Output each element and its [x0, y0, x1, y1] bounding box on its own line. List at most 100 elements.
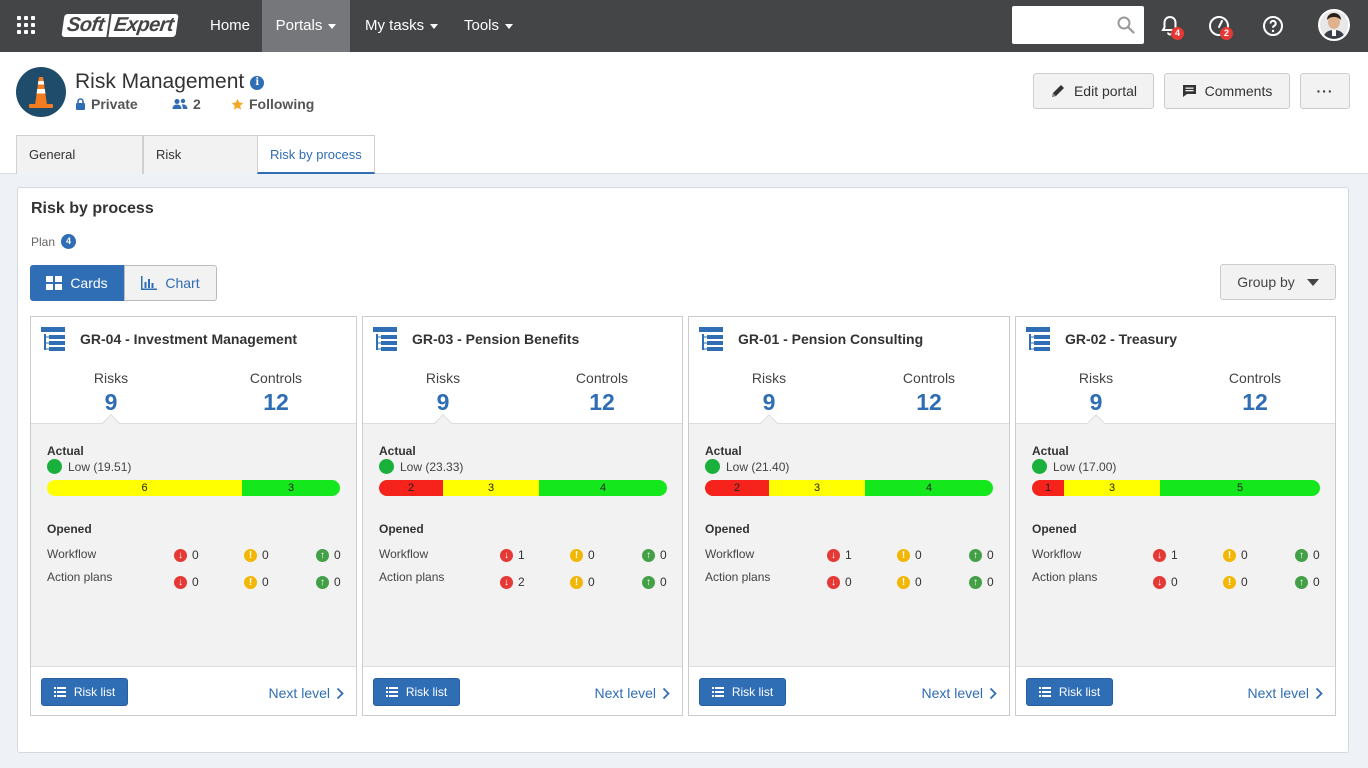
risk-list-button[interactable]: Risk list	[1026, 678, 1113, 706]
risks-count[interactable]: 9	[436, 389, 450, 415]
action-indicator[interactable]: ↓ 0	[174, 575, 199, 589]
action-indicator[interactable]: ! 0	[1223, 575, 1248, 589]
chart-view-label: Chart	[165, 275, 200, 291]
action-indicator[interactable]: ↑ 0	[316, 575, 341, 589]
risk-list-label: Risk list	[1058, 685, 1101, 699]
risks-count[interactable]: 9	[1089, 389, 1103, 415]
workflow-indicator[interactable]: ↓ 1	[827, 548, 852, 562]
action-indicator[interactable]: ↑ 0	[642, 575, 667, 589]
card-body: Actual Low (19.51) 6 3 Opened Workflow ↓ 0! 0 ↑ 0 A…	[31, 414, 356, 667]
workflow-indicator[interactable]: ↑ 0	[642, 548, 667, 562]
risk-bar-segment: 3	[443, 480, 539, 496]
action-indicator[interactable]: ! 0	[570, 575, 595, 589]
cards-view-button[interactable]: Cards	[30, 265, 124, 301]
opened-label: Opened	[1032, 522, 1077, 536]
bar-chart-icon	[141, 276, 158, 290]
risk-list-button[interactable]: Risk list	[41, 678, 128, 706]
workflow-count: 0	[987, 548, 994, 562]
nav-home[interactable]: Home	[210, 0, 250, 52]
tab-risk-by-process[interactable]: Risk by process	[257, 135, 375, 174]
more-options-label: ···	[1316, 83, 1334, 99]
user-avatar[interactable]	[1318, 9, 1350, 41]
action-indicator[interactable]: ↓ 2	[500, 575, 525, 589]
workflow-indicator[interactable]: ↓ 1	[1153, 548, 1178, 562]
arrow-up-icon: ↑	[969, 575, 982, 589]
tab-risk-monitoring[interactable]: Risk monitoring	[143, 135, 258, 200]
follow-toggle[interactable]: Following	[231, 96, 314, 112]
logo-text-soft: Soft	[61, 13, 110, 37]
info-icon[interactable]: i	[250, 76, 265, 90]
nav-portals[interactable]: Portals	[262, 0, 350, 52]
opened-label: Opened	[705, 522, 750, 536]
members-count[interactable]: 2	[172, 96, 201, 112]
arrow-up-icon: ↑	[642, 548, 655, 562]
tab-general-overview[interactable]: General overview	[16, 135, 143, 200]
controls-count[interactable]: 12	[589, 389, 615, 415]
risk-bar-segment: 5	[1160, 480, 1320, 496]
workflow-indicator[interactable]: ↓ 1	[500, 548, 525, 562]
comments-button[interactable]: Comments	[1164, 73, 1290, 109]
next-level-link[interactable]: Next level	[922, 685, 997, 701]
workflow-indicator[interactable]: ! 0	[897, 548, 922, 562]
arrow-up-icon: ↑	[642, 575, 655, 589]
logo-text-expert: Expert	[108, 13, 179, 37]
edit-portal-button[interactable]: Edit portal	[1033, 73, 1154, 109]
apps-grid-icon[interactable]	[17, 16, 35, 34]
chevron-down-icon	[1306, 278, 1319, 286]
risks-count[interactable]: 9	[104, 389, 118, 415]
controls-count[interactable]: 12	[263, 389, 289, 415]
process-card: GR-03 - Pension Benefits Risks 9 Controls 12…	[362, 316, 683, 716]
nav-tools[interactable]: Tools	[464, 0, 514, 52]
top-navbar: Soft Expert Home Portals My tasks Tools 4…	[0, 0, 1368, 52]
controls-count[interactable]: 12	[916, 389, 942, 415]
action-count: 0	[588, 575, 595, 589]
risk-list-button[interactable]: Risk list	[373, 678, 460, 706]
risk-by-process-panel: Risk by process Plan 4 Cards Chart Group…	[17, 187, 1349, 753]
plan-filter[interactable]: Plan 4	[31, 234, 77, 249]
grid-icon	[46, 276, 63, 290]
opened-label: Opened	[47, 522, 92, 536]
search-input[interactable]	[1012, 6, 1144, 44]
workflow-indicator[interactable]: ↑ 0	[316, 548, 341, 562]
card-header: GR-02 - Treasury Risks 9 Controls 12	[1016, 317, 1335, 423]
risk-list-button[interactable]: Risk list	[699, 678, 786, 706]
action-indicator[interactable]: ! 0	[897, 575, 922, 589]
workflow-indicator[interactable]: ↑ 0	[969, 548, 994, 562]
workflow-indicator[interactable]: ! 0	[570, 548, 595, 562]
card-title[interactable]: GR-03 - Pension Benefits	[412, 331, 580, 347]
risks-count[interactable]: 9	[762, 389, 776, 415]
chart-view-button[interactable]: Chart	[124, 265, 217, 301]
workflow-count: 1	[518, 548, 525, 562]
softexpert-logo[interactable]: Soft Expert	[61, 11, 179, 39]
warning-icon: !	[897, 548, 910, 562]
help-icon[interactable]	[1261, 14, 1285, 38]
tasks-gauge-icon[interactable]	[1207, 14, 1231, 38]
action-indicator[interactable]: ↓ 0	[1153, 575, 1178, 589]
list-icon	[53, 687, 66, 697]
action-indicator[interactable]: ↓ 0	[827, 575, 852, 589]
risk-bar-segment: 4	[865, 480, 993, 496]
action-indicator[interactable]: ↑ 0	[969, 575, 994, 589]
action-indicator[interactable]: ! 0	[244, 575, 269, 589]
workflow-count: 1	[1171, 548, 1178, 562]
next-level-link[interactable]: Next level	[595, 685, 670, 701]
next-level-link[interactable]: Next level	[1248, 685, 1323, 701]
workflow-indicator[interactable]: ↑ 0	[1295, 548, 1320, 562]
nav-my-tasks[interactable]: My tasks	[365, 0, 439, 52]
lock-icon	[76, 98, 85, 110]
workflow-indicator[interactable]: ! 0	[244, 548, 269, 562]
next-level-link[interactable]: Next level	[269, 685, 344, 701]
workflow-indicator[interactable]: ↓ 0	[174, 548, 199, 562]
workflow-indicator[interactable]: ! 0	[1223, 548, 1248, 562]
workflow-label: Workflow	[379, 547, 429, 561]
warning-icon: !	[897, 575, 910, 589]
card-title[interactable]: GR-01 - Pension Consulting	[738, 331, 924, 347]
card-title[interactable]: GR-04 - Investment Management	[80, 331, 298, 347]
search-icon[interactable]	[1117, 16, 1135, 34]
action-indicator[interactable]: ↑ 0	[1295, 575, 1320, 589]
group-by-dropdown[interactable]: Group by	[1220, 264, 1336, 300]
controls-count[interactable]: 12	[1242, 389, 1268, 415]
more-options-button[interactable]: ···	[1300, 73, 1350, 109]
card-title[interactable]: GR-02 - Treasury	[1065, 331, 1178, 347]
risk-bar-segment: 3	[1064, 480, 1160, 496]
